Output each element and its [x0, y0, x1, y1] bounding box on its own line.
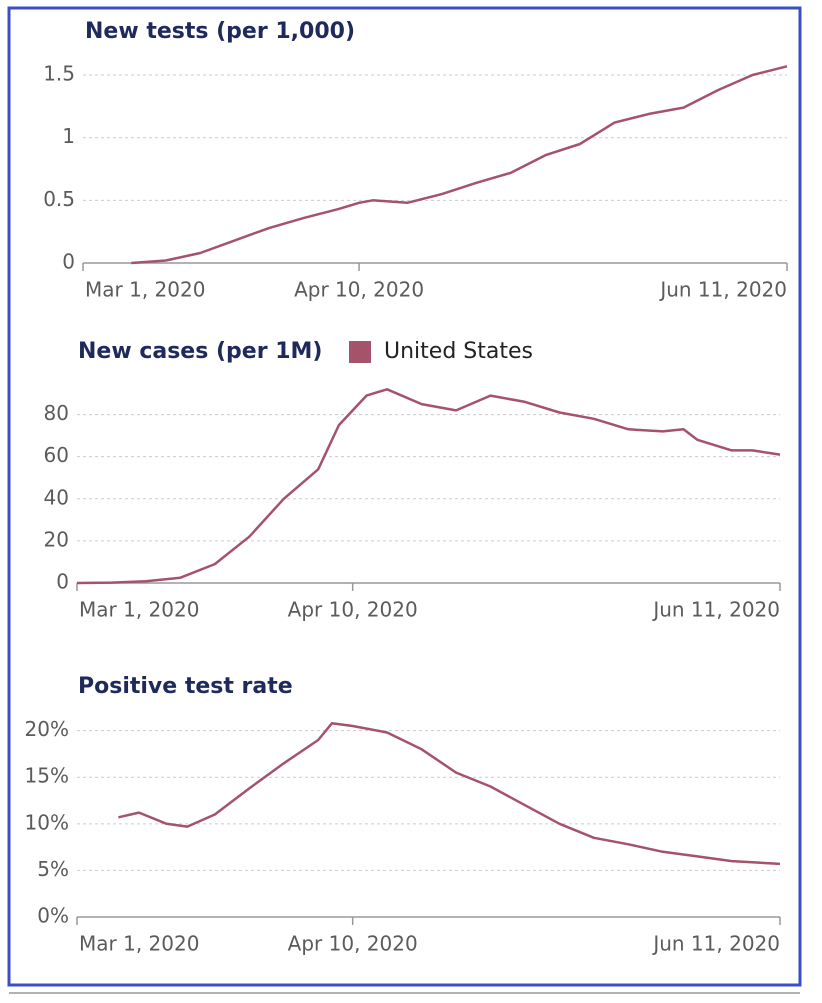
y-tick-label: 0.5 [43, 187, 75, 211]
y-tick-label: 0% [37, 904, 69, 928]
y-tick-label: 60 [44, 443, 69, 467]
y-tick-label: 80 [44, 401, 69, 425]
y-tick-label: 5% [37, 857, 69, 881]
x-tick-label: Apr 10, 2020 [294, 278, 424, 302]
y-tick-label: 0 [56, 570, 69, 594]
data-line [76, 388, 781, 585]
legend-label: United States [384, 339, 533, 364]
y-tick-label: 10% [25, 810, 69, 834]
x-tick-label: Mar 1, 2020 [79, 932, 199, 956]
x-tick-label: Jun 11, 2020 [651, 598, 780, 622]
legend-swatch [349, 341, 371, 363]
y-tick-label: 15% [25, 764, 69, 788]
y-tick-label: 1 [62, 124, 75, 148]
x-tick-label: Mar 1, 2020 [79, 598, 199, 622]
x-tick-label: Apr 10, 2020 [288, 598, 418, 622]
x-tick-label: Apr 10, 2020 [288, 932, 418, 956]
y-tick-label: 20 [44, 527, 69, 551]
x-tick-label: Jun 11, 2020 [651, 932, 780, 956]
chart-title: New tests (per 1,000) [85, 19, 355, 44]
data-line [118, 721, 781, 866]
x-tick-label: Mar 1, 2020 [85, 278, 205, 302]
y-tick-label: 40 [44, 485, 69, 509]
x-tick-label: Jun 11, 2020 [658, 278, 787, 302]
y-tick-label: 1.5 [43, 62, 75, 86]
y-tick-label: 20% [25, 717, 69, 741]
chart-title: New cases (per 1M) [78, 339, 322, 364]
chart-title: Positive test rate [78, 674, 293, 699]
frame [7, 6, 802, 987]
y-tick-label: 0 [62, 250, 75, 274]
data-line [131, 65, 788, 265]
